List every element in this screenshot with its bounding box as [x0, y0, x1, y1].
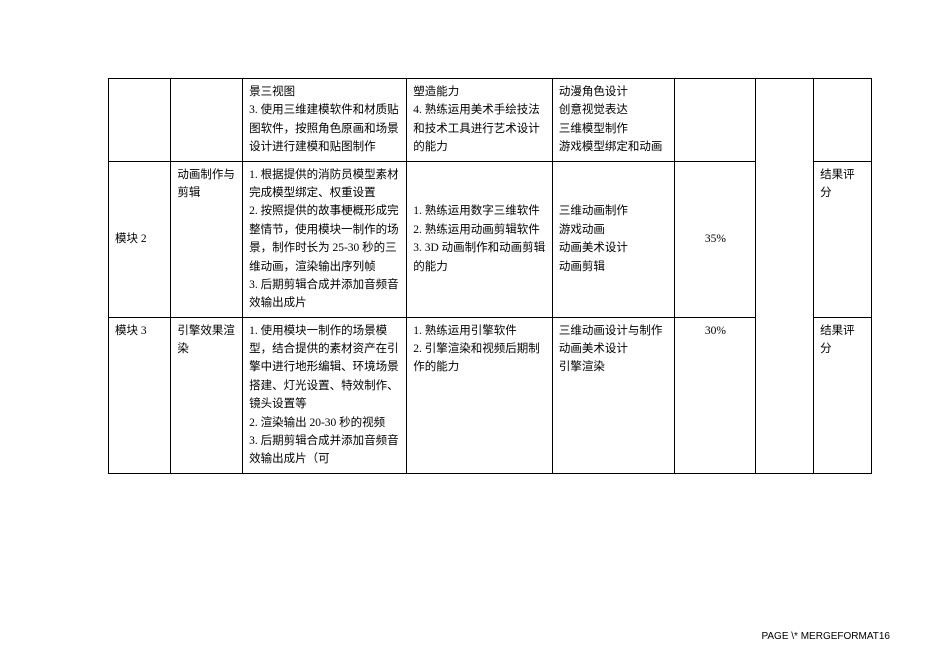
- content-table: 景三视图3. 使用三维建模软件和材质贴图软件，按照角色原画和场景设计进行建模和贴…: [108, 78, 872, 474]
- cell-module: 模块 2: [109, 161, 171, 317]
- cell-weight: 30%: [675, 317, 756, 473]
- cell-ability: 1. 熟练运用引擎软件2. 引擎渲染和视频后期制作的能力: [407, 317, 553, 473]
- cell-content: 1. 根据提供的消防员模型素材完成模型绑定、权重设置2. 按照提供的故事梗概形成…: [243, 161, 407, 317]
- cell-content: 1. 使用模块一制作的场景模型，结合提供的素材资产在引擎中进行地形编辑、环境场景…: [243, 317, 407, 473]
- cell-eval: 结果评分: [814, 161, 872, 317]
- cell-weight: 35%: [675, 161, 756, 317]
- cell-extra1: [756, 79, 814, 474]
- cell-topic: [171, 79, 243, 162]
- cell-module: 模块 3: [109, 317, 171, 473]
- cell-topic: 引擎效果渲染: [171, 317, 243, 473]
- table-row: 景三视图3. 使用三维建模软件和材质贴图软件，按照角色原画和场景设计进行建模和贴…: [109, 79, 872, 162]
- cell-ability: 1. 熟练运用数字三维软件2. 熟练运用动画剪辑软件3. 3D 动画制作和动画剪…: [407, 161, 553, 317]
- cell-content: 景三视图3. 使用三维建模软件和材质贴图软件，按照角色原画和场景设计进行建模和贴…: [243, 79, 407, 162]
- cell-course: 动漫角色设计创意视觉表达三维模型制作游戏模型绑定和动画: [552, 79, 675, 162]
- cell-course: 三维动画制作游戏动画动画美术设计动画剪辑: [552, 161, 675, 317]
- cell-eval: [814, 79, 872, 162]
- cell-course: 三维动画设计与制作动画美术设计引擎渲染: [552, 317, 675, 473]
- cell-eval: 结果评分: [814, 317, 872, 473]
- cell-module: [109, 79, 171, 162]
- cell-topic: 动画制作与剪辑: [171, 161, 243, 317]
- cell-ability: 塑造能力4. 熟练运用美术手绘技法和技术工具进行艺术设计的能力: [407, 79, 553, 162]
- page-footer: PAGE \* MERGEFORMAT16: [761, 631, 890, 642]
- cell-weight: [675, 79, 756, 162]
- table-container: 景三视图3. 使用三维建模软件和材质贴图软件，按照角色原画和场景设计进行建模和贴…: [108, 78, 872, 474]
